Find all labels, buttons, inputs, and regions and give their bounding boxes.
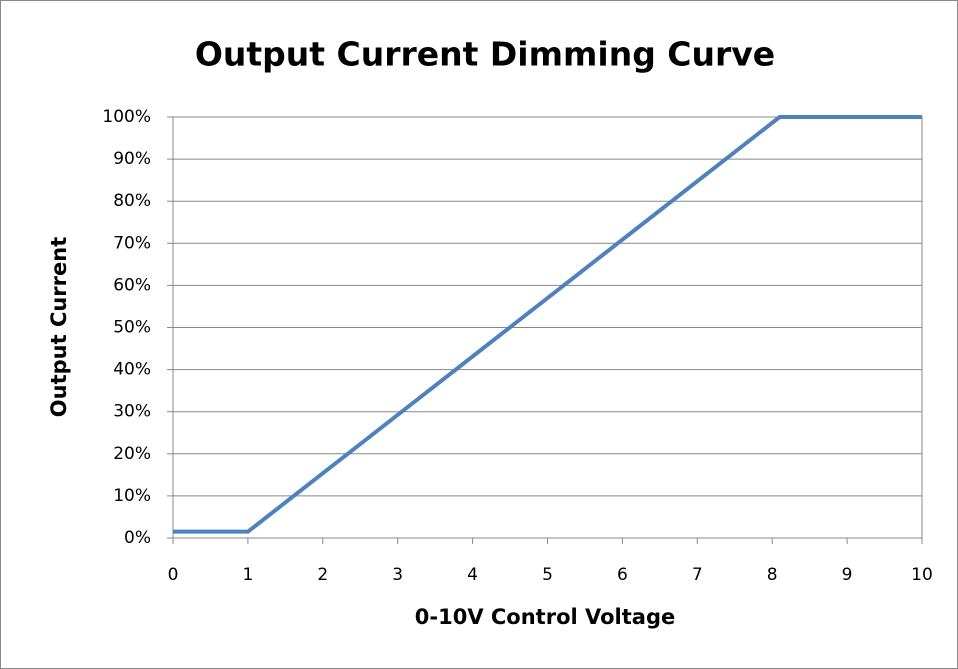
x-tick-label: 10 [911, 565, 933, 585]
y-tick-label: 90% [113, 149, 151, 169]
y-tick-label: 100% [102, 107, 151, 127]
y-tick-label: 30% [113, 402, 151, 422]
chart-title: Output Current Dimming Curve [195, 35, 775, 74]
x-tick-label: 9 [842, 565, 853, 585]
x-tick-label: 2 [317, 565, 328, 585]
y-tick-label: 60% [113, 275, 151, 295]
line [173, 115, 922, 534]
y-tick-label: 10% [113, 486, 151, 506]
x-tick-label: 7 [692, 565, 703, 585]
x-tick-label: 1 [242, 565, 253, 585]
x-tick-label: 5 [542, 565, 553, 585]
y-tick-label: 80% [113, 191, 151, 211]
x-tick-label: 0 [168, 565, 179, 585]
x-tick-label: 8 [767, 565, 778, 585]
y-tick-label: 0% [124, 528, 151, 548]
y-tick-label: 50% [113, 318, 151, 338]
x-tick-label: 6 [617, 565, 628, 585]
y-tick-label: 70% [113, 233, 151, 253]
y-axis-label: Output Current [47, 237, 71, 417]
x-tick-label: 4 [467, 565, 478, 585]
x-tick-label: 3 [392, 565, 403, 585]
y-tick-label: 20% [113, 444, 151, 464]
y-tick-label: 40% [113, 360, 151, 380]
x-axis-label: 0-10V Control Voltage [415, 605, 675, 629]
